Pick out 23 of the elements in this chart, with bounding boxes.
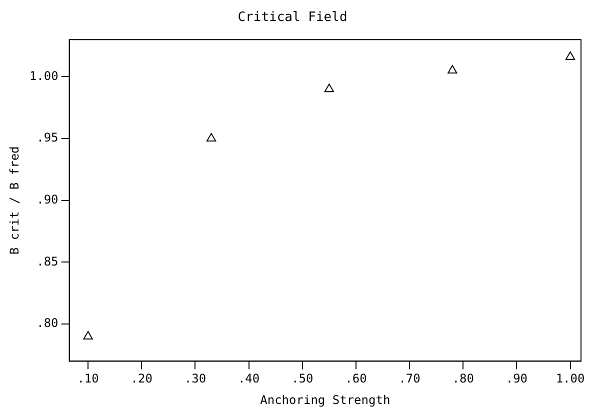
x-tick-label: .90 — [506, 372, 528, 386]
x-tick-label: .60 — [345, 372, 367, 386]
x-tick-label: .10 — [77, 372, 99, 386]
x-axis-title: Anchoring Strength — [260, 392, 390, 407]
x-tick-label: 1.00 — [556, 372, 585, 386]
y-tick-label: 1.00 — [29, 68, 58, 83]
point — [324, 84, 334, 92]
x-tick-label: .30 — [184, 372, 206, 386]
x-tick-label: .40 — [238, 372, 260, 386]
x-tick-label: .80 — [452, 372, 474, 386]
x-tick-label: .70 — [398, 372, 420, 386]
point — [565, 51, 576, 60]
point — [206, 133, 216, 142]
y-axis-title: B crit / B fred — [7, 146, 22, 255]
point — [83, 330, 93, 340]
y-tick-label: .80 — [36, 316, 58, 330]
chart-title: Critical Field — [238, 10, 348, 26]
point — [448, 65, 458, 74]
x-tick-label: .50 — [292, 372, 314, 386]
y-tick-label: .90 — [36, 192, 58, 207]
x-tick-label: .20 — [130, 372, 152, 386]
y-tick-label: .85 — [36, 254, 58, 268]
y-tick-label: .95 — [36, 130, 58, 145]
